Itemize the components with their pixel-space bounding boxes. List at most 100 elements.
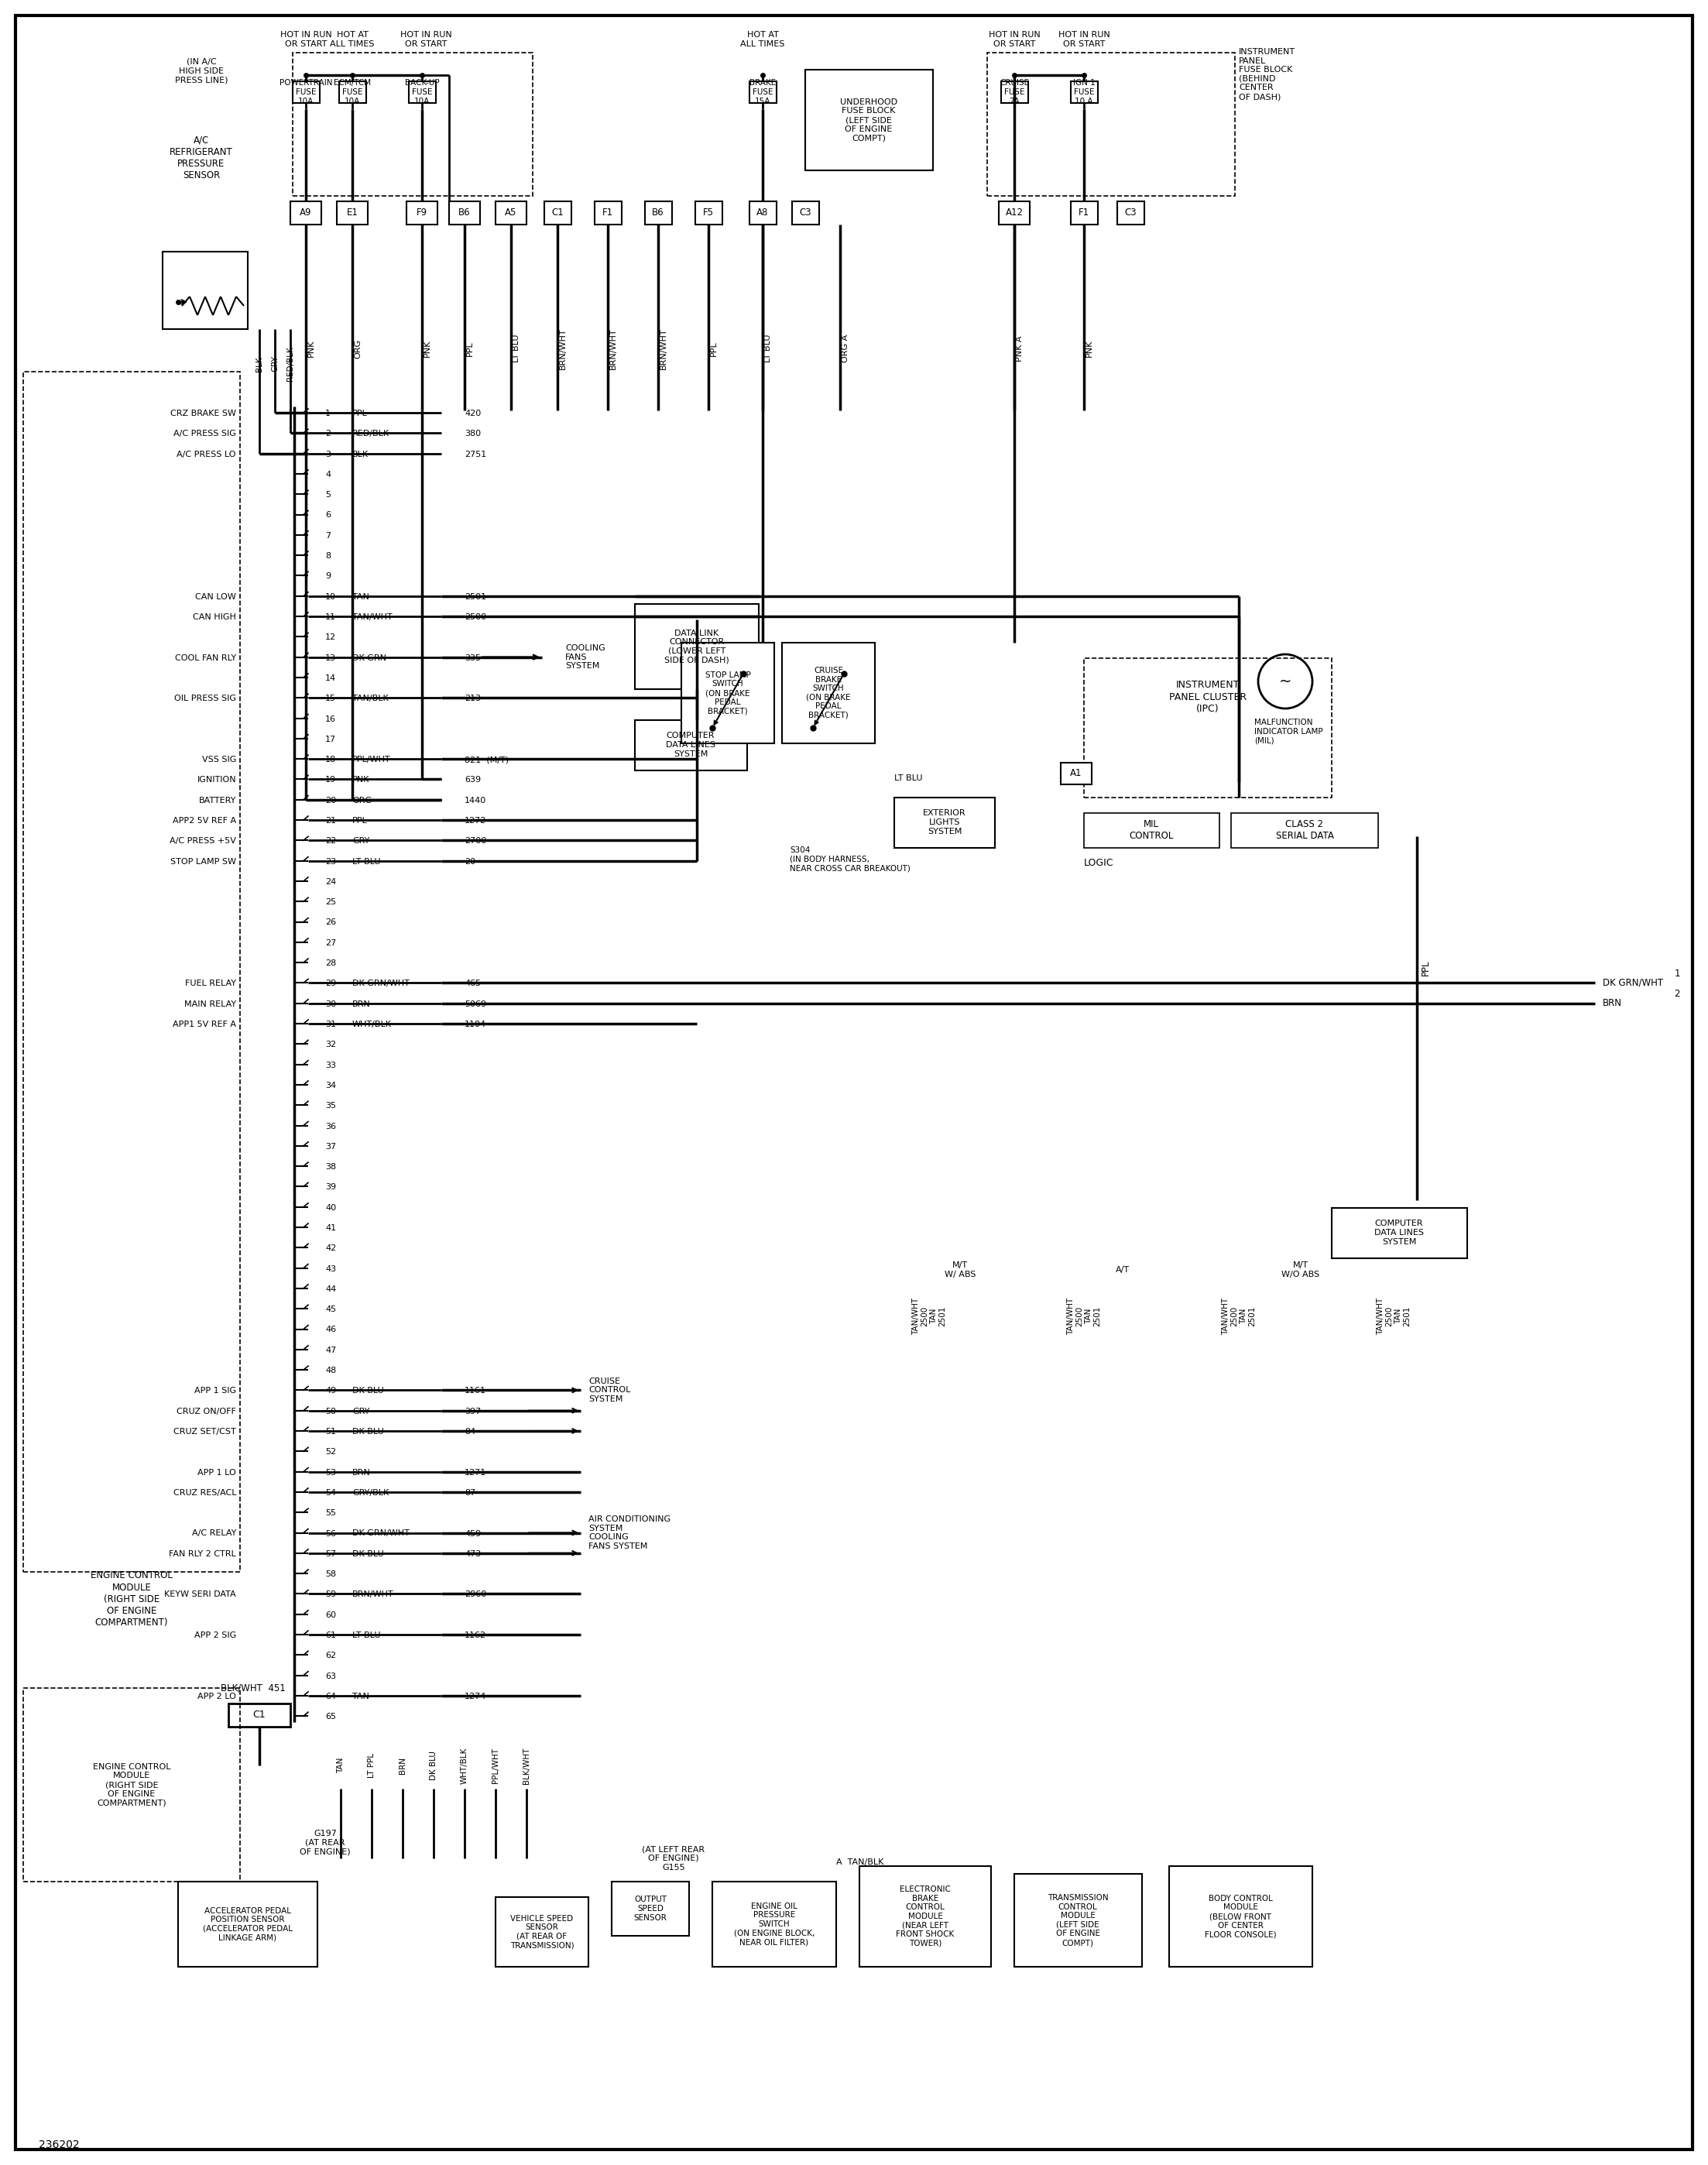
Text: IGN 1
FUSE
10 A: IGN 1 FUSE 10 A	[1073, 80, 1095, 104]
Text: 236202: 236202	[39, 2139, 80, 2150]
Bar	[1001, 82, 1028, 104]
Bar	[407, 201, 437, 225]
Text: PNK: PNK	[424, 340, 430, 357]
Text: APP 1 SIG: APP 1 SIG	[195, 1388, 236, 1394]
Text: 2501: 2501	[465, 593, 487, 600]
Text: COMPUTER
DATA LINES
SYSTEM: COMPUTER DATA LINES SYSTEM	[666, 732, 716, 758]
Text: (IN A/C
HIGH SIDE
PRESS LINE): (IN A/C HIGH SIDE PRESS LINE)	[174, 58, 227, 84]
Text: 44: 44	[325, 1286, 336, 1293]
Text: A/C PRESS SIG: A/C PRESS SIG	[174, 431, 236, 437]
Text: 35: 35	[325, 1102, 336, 1111]
Text: DK GRN: DK GRN	[352, 654, 386, 662]
Text: 10: 10	[325, 593, 336, 600]
Text: 20: 20	[325, 797, 336, 803]
Text: BRAKE
FUSE
15A: BRAKE FUSE 15A	[750, 80, 775, 104]
Text: A/C PRESS +5V: A/C PRESS +5V	[169, 838, 236, 844]
Text: 6: 6	[325, 511, 331, 520]
Text: 639: 639	[465, 777, 482, 784]
Text: IGNITION: IGNITION	[196, 777, 236, 784]
Bar	[695, 201, 722, 225]
Text: TAN/WHT
2500
TAN
2501: TAN/WHT 2500 TAN 2501	[1377, 1297, 1411, 1336]
Text: CRUZ SET/CST: CRUZ SET/CST	[174, 1429, 236, 1435]
Text: DATA LINK
CONNECTOR
(LOWER LEFT
SIDE OF DASH): DATA LINK CONNECTOR (LOWER LEFT SIDE OF …	[664, 630, 729, 665]
Text: PPL: PPL	[711, 340, 717, 355]
Bar	[635, 721, 746, 771]
Text: 1272: 1272	[465, 816, 487, 825]
Text: 1104: 1104	[465, 1020, 487, 1028]
Text: B6: B6	[458, 208, 471, 219]
Text: 32: 32	[325, 1041, 336, 1048]
Bar	[1085, 658, 1332, 797]
Text: PPL/WHT: PPL/WHT	[492, 1747, 499, 1784]
Bar	[646, 201, 671, 225]
Text: 2751: 2751	[465, 450, 487, 459]
Text: VEHICLE SPEED
SENSOR
(AT REAR OF
TRANSMISSION): VEHICLE SPEED SENSOR (AT REAR OF TRANSMI…	[511, 1914, 574, 1948]
Bar	[495, 201, 526, 225]
Text: OIL PRESS SIG: OIL PRESS SIG	[174, 695, 236, 701]
Text: 1440: 1440	[465, 797, 487, 803]
Text: CRUISE
FUSE
2A: CRUISE FUSE 2A	[999, 80, 1028, 104]
Text: STOP LAMP
SWITCH
(ON BRAKE
PEDAL
BRACKET): STOP LAMP SWITCH (ON BRAKE PEDAL BRACKET…	[705, 671, 750, 714]
Text: 65: 65	[325, 1713, 336, 1721]
Text: 47: 47	[325, 1347, 336, 1353]
Text: 1: 1	[325, 409, 331, 418]
Text: HOT IN RUN
OR START: HOT IN RUN OR START	[280, 30, 331, 48]
Text: ORG A: ORG A	[842, 333, 849, 362]
Text: 41: 41	[325, 1223, 336, 1232]
Text: APP 1 LO: APP 1 LO	[198, 1468, 236, 1477]
Text: 63: 63	[325, 1671, 336, 1680]
Text: C3: C3	[1124, 208, 1136, 219]
Text: S304
(IN BODY HARNESS,
NEAR CROSS CAR BREAKOUT): S304 (IN BODY HARNESS, NEAR CROSS CAR BR…	[789, 847, 910, 872]
Text: 29: 29	[325, 981, 336, 987]
Text: 15: 15	[325, 695, 336, 701]
Text: INSTRUMENT
PANEL CLUSTER
(IPC): INSTRUMENT PANEL CLUSTER (IPC)	[1168, 680, 1247, 714]
Text: BRN/WHT: BRN/WHT	[559, 327, 567, 370]
Text: ORG: ORG	[352, 797, 372, 803]
Text: 16: 16	[325, 714, 336, 723]
Text: GRY/BLK: GRY/BLK	[352, 1490, 389, 1496]
Bar	[594, 201, 622, 225]
Text: A8: A8	[757, 208, 769, 219]
Bar	[24, 1689, 241, 1881]
Text: BODY CONTROL
MODULE
(BELOW FRONT
OF CENTER
FLOOR CONSOLE): BODY CONTROL MODULE (BELOW FRONT OF CENT…	[1204, 1894, 1276, 1938]
Text: CRUISE
BRAKE
SWITCH
(ON BRAKE
PEDAL
BRACKET): CRUISE BRAKE SWITCH (ON BRAKE PEDAL BRAC…	[806, 667, 851, 719]
Text: 473: 473	[465, 1550, 482, 1559]
Text: 42: 42	[325, 1245, 336, 1251]
Text: A  TAN/BLK: A TAN/BLK	[837, 1858, 883, 1866]
Text: LT BLU: LT BLU	[763, 333, 772, 362]
Text: 4: 4	[325, 470, 331, 478]
Text: TAN/WHT: TAN/WHT	[352, 613, 393, 621]
Text: 22: 22	[325, 838, 336, 844]
Text: LT BLU: LT BLU	[352, 1632, 381, 1639]
Text: 21: 21	[325, 816, 336, 825]
Text: BACK-UP
FUSE
10A: BACK-UP FUSE 10A	[405, 80, 439, 104]
Text: 39: 39	[325, 1184, 336, 1191]
Bar	[895, 797, 996, 849]
Text: EXTERIOR
LIGHTS
SYSTEM: EXTERIOR LIGHTS SYSTEM	[922, 810, 967, 836]
Text: LT BLU: LT BLU	[895, 775, 922, 782]
Text: VSS SIG: VSS SIG	[202, 756, 236, 764]
Text: E1: E1	[347, 208, 359, 219]
Text: 19: 19	[325, 777, 336, 784]
Text: APP 2 SIG: APP 2 SIG	[195, 1632, 236, 1639]
Bar	[1071, 201, 1098, 225]
Text: 57: 57	[325, 1550, 336, 1559]
Text: C3: C3	[799, 208, 811, 219]
Text: LT BLU: LT BLU	[352, 857, 381, 866]
Text: DK GRN/WHT: DK GRN/WHT	[352, 1531, 410, 1537]
Text: 23: 23	[325, 857, 336, 866]
Text: WHT/BLK: WHT/BLK	[352, 1020, 391, 1028]
Text: 30: 30	[325, 1000, 336, 1009]
Bar	[793, 201, 820, 225]
Text: PPL: PPL	[352, 409, 367, 418]
Text: DK BLU: DK BLU	[430, 1751, 437, 1780]
Bar	[495, 1897, 589, 1966]
Text: PPL: PPL	[352, 816, 367, 825]
Bar	[804, 69, 933, 171]
Text: BRN: BRN	[352, 1000, 371, 1009]
Text: ELECTRONIC
BRAKE
CONTROL
MODULE
(NEAR LEFT
FRONT SHOCK
TOWER): ELECTRONIC BRAKE CONTROL MODULE (NEAR LE…	[897, 1886, 955, 1946]
Text: ACCELERATOR PEDAL
POSITION SENSOR
(ACCELERATOR PEDAL
LINKAGE ARM): ACCELERATOR PEDAL POSITION SENSOR (ACCEL…	[203, 1907, 292, 1942]
Text: 335: 335	[465, 654, 482, 662]
Text: 2: 2	[325, 431, 331, 437]
Bar	[1231, 814, 1378, 849]
